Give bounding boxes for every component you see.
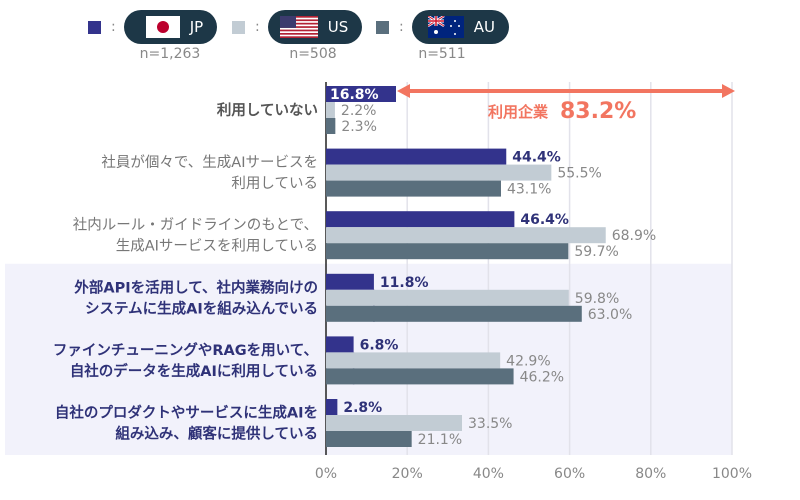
japan-flag-icon	[145, 16, 180, 38]
bar-us	[326, 289, 569, 306]
category-label: 社員が個々で、生成AIサービスを	[101, 154, 318, 171]
legend-swatch-jp	[88, 20, 101, 34]
legend-n-au: n=511	[418, 46, 466, 62]
legend-label-us: US	[327, 18, 349, 36]
category-label: 利用していない	[217, 101, 318, 119]
legend-item-jp: : JP	[88, 10, 218, 44]
category-label: 組み込み、顧客に提供している	[115, 425, 318, 443]
legend-n-us: n=508	[289, 46, 337, 62]
bar-jp	[326, 211, 515, 228]
legend-swatch-us	[232, 20, 245, 34]
usage-annotation: 利用企業 83.2%	[397, 84, 735, 124]
value-label-us: 68.9%	[612, 228, 656, 244]
legend: : JP n=1,263 : US n=508 : AU n=511	[0, 10, 800, 70]
value-label-us: 59.8%	[575, 291, 619, 307]
bar-us	[326, 227, 606, 244]
bar-us	[326, 415, 463, 431]
value-label-us: 33.5%	[468, 416, 512, 432]
value-label-us: 55.5%	[557, 166, 601, 182]
value-label-us: 2.2%	[341, 103, 377, 119]
bar-au	[326, 243, 569, 260]
arrow-head-right-icon	[722, 84, 735, 98]
bar-jp	[326, 399, 338, 415]
bar-au	[326, 368, 514, 385]
category-label: 自社のプロダクトやサービスに生成AIを	[55, 404, 318, 422]
value-label-jp: 16.8%	[330, 87, 379, 103]
value-label-bg	[326, 86, 396, 102]
category-label: ファインチューニングやRAGを用いて、	[53, 341, 318, 359]
bar-au	[326, 118, 336, 134]
annotation-value: 83.2%	[560, 99, 636, 124]
x-tick-label: 80%	[635, 466, 666, 482]
legend-item-au: : AU	[376, 10, 509, 44]
category-label: 自社のデータを生成AIに利用している	[70, 362, 318, 380]
category-label: 生成AIサービスを利用している	[116, 238, 318, 255]
legend-label-au: AU	[473, 18, 495, 36]
bar-us	[326, 164, 552, 181]
category-label: 利用している	[231, 175, 318, 192]
x-tick-label: 0%	[315, 466, 337, 482]
value-label-jp: 46.4%	[520, 212, 569, 228]
bar-jp	[326, 336, 354, 353]
legend-label-jp: JP	[189, 18, 204, 36]
legend-pill-jp: JP	[123, 10, 218, 44]
annotation-label: 利用企業	[488, 103, 549, 121]
legend-item-us: : US	[232, 10, 363, 44]
value-label-au: 46.2%	[520, 369, 564, 385]
value-label-jp: 2.8%	[343, 400, 382, 416]
value-label-us: 42.9%	[506, 353, 550, 369]
bar-au	[326, 431, 412, 447]
x-tick-label: 20%	[392, 466, 423, 482]
x-tick-label: 40%	[473, 466, 504, 482]
value-label-jp: 44.4%	[512, 150, 561, 166]
bar-au	[326, 305, 582, 322]
value-label-au: 63.0%	[588, 307, 632, 323]
value-label-au: 21.1%	[418, 432, 462, 448]
legend-swatch-au	[376, 20, 389, 34]
legend-pill-us: US	[267, 10, 363, 44]
value-label-jp: 6.8%	[360, 337, 399, 353]
x-tick-label: 100%	[712, 466, 752, 482]
bar-us	[326, 102, 335, 118]
category-label: システムに生成AIを組み込んでいる	[85, 299, 318, 317]
usa-flag-icon	[279, 16, 318, 38]
bar-au	[326, 180, 501, 197]
value-label-jp: 11.8%	[380, 275, 429, 291]
arrow-head-left-icon	[397, 84, 410, 98]
bar-jp	[326, 148, 507, 165]
x-tick-label: 60%	[554, 466, 585, 482]
bar-jp	[326, 273, 374, 290]
value-label-au: 2.3%	[341, 119, 377, 135]
value-label-au: 59.7%	[574, 244, 618, 260]
legend-pill-au: AU	[411, 10, 509, 44]
australia-flag-icon	[427, 16, 464, 38]
value-label-au: 43.1%	[507, 182, 551, 198]
legend-n-jp: n=1,263	[139, 46, 201, 62]
bar-us	[326, 352, 501, 369]
category-label: 外部APIを活用して、社内業務向けの	[74, 278, 318, 296]
category-label: 社内ルール・ガイドラインのもとで、	[73, 217, 318, 234]
